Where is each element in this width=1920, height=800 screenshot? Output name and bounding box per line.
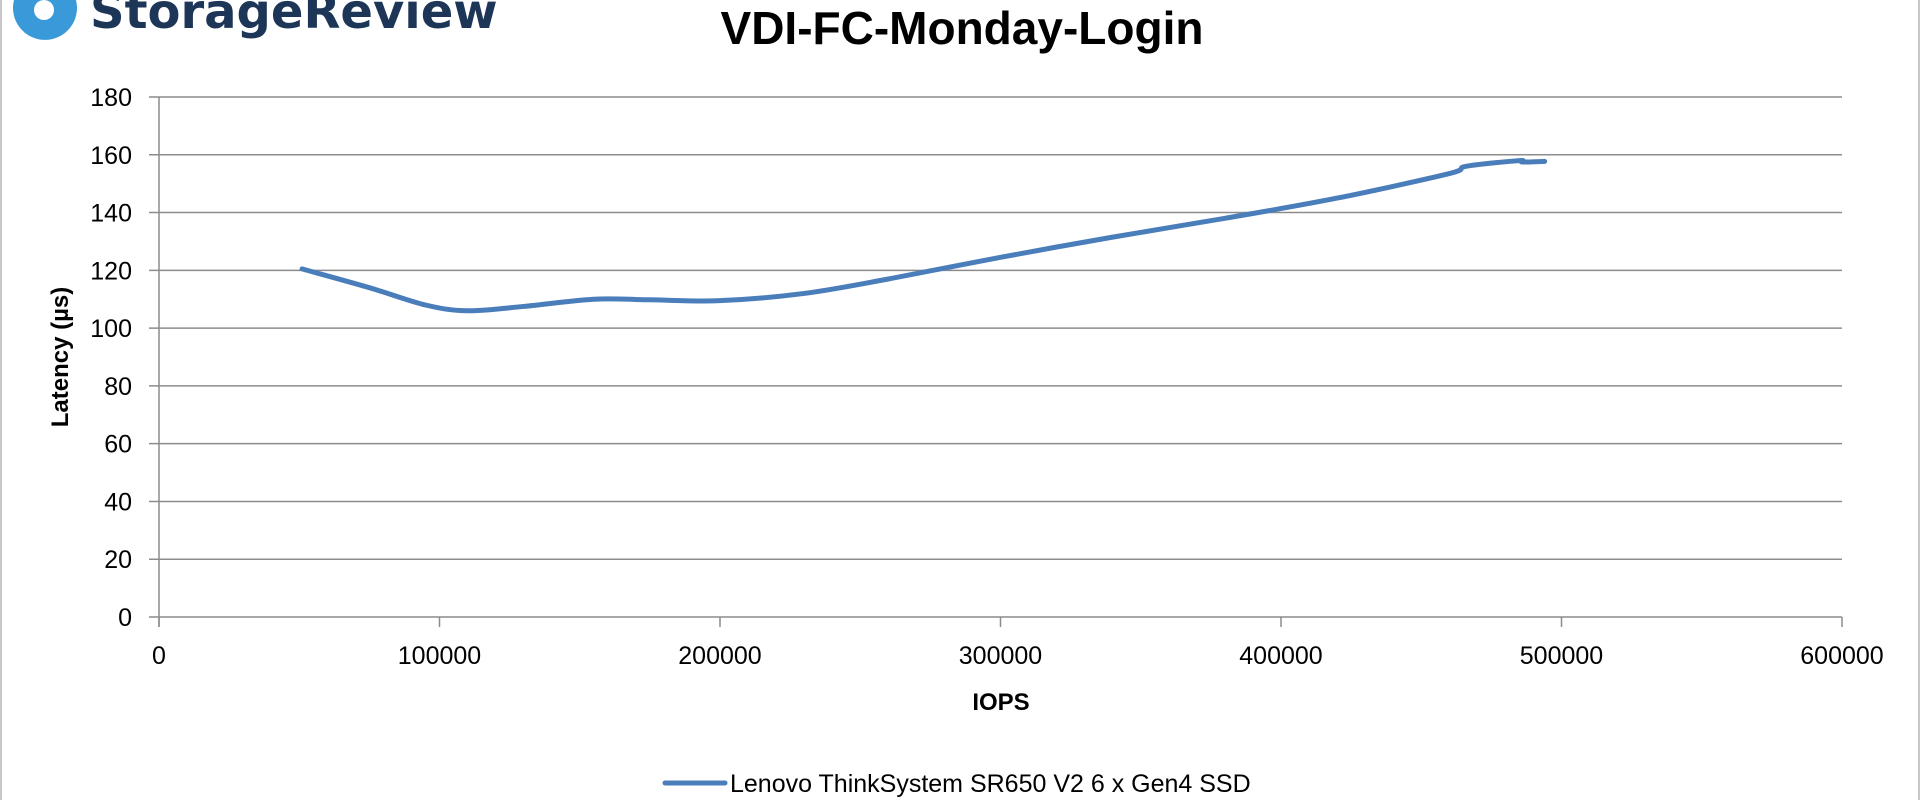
legend: Lenovo ThinkSystem SR650 V2 6 x Gen4 SSD xyxy=(662,770,1251,798)
x-tick-label: 500000 xyxy=(1520,642,1603,670)
y-tick-label: 0 xyxy=(118,604,132,632)
legend-label: Lenovo ThinkSystem SR650 V2 6 x Gen4 SSD xyxy=(730,770,1251,798)
x-tick-label: 100000 xyxy=(398,642,481,670)
y-tick-label: 100 xyxy=(90,315,132,343)
y-tick-label: 80 xyxy=(104,373,132,401)
x-tick-label: 200000 xyxy=(678,642,761,670)
gridlines xyxy=(149,96,1842,618)
chart-title: VDI-FC-Monday-Login xyxy=(721,2,1204,54)
y-tick-label: 160 xyxy=(90,142,132,170)
storagereview-logo: StorageReview xyxy=(12,0,498,40)
x-tick-labels: 0 100000 200000 300000 400000 500000 600000 xyxy=(152,642,1884,670)
y-tick-label: 60 xyxy=(104,431,132,459)
logo-text: StorageReview xyxy=(90,0,498,40)
y-axis-title: Latency (µs) xyxy=(47,287,74,428)
y-tick-label: 140 xyxy=(90,200,132,228)
axes xyxy=(158,97,1843,627)
y-tick-labels: 0 20 40 60 80 100 120 140 160 180 xyxy=(90,84,132,632)
x-tick-label: 0 xyxy=(152,642,166,670)
x-tick-label: 300000 xyxy=(959,642,1042,670)
logo-icon xyxy=(12,0,78,40)
x-axis-title: IOPS xyxy=(972,689,1029,716)
logo-icon-dot xyxy=(34,0,54,20)
y-tick-label: 20 xyxy=(104,546,132,574)
y-tick-label: 180 xyxy=(90,84,132,112)
x-tick-label: 400000 xyxy=(1239,642,1322,670)
y-tick-label: 120 xyxy=(90,257,132,285)
x-tick-label: 600000 xyxy=(1800,642,1883,670)
series-line xyxy=(299,157,1548,314)
y-tick-label: 40 xyxy=(104,488,132,516)
series xyxy=(299,157,1548,314)
